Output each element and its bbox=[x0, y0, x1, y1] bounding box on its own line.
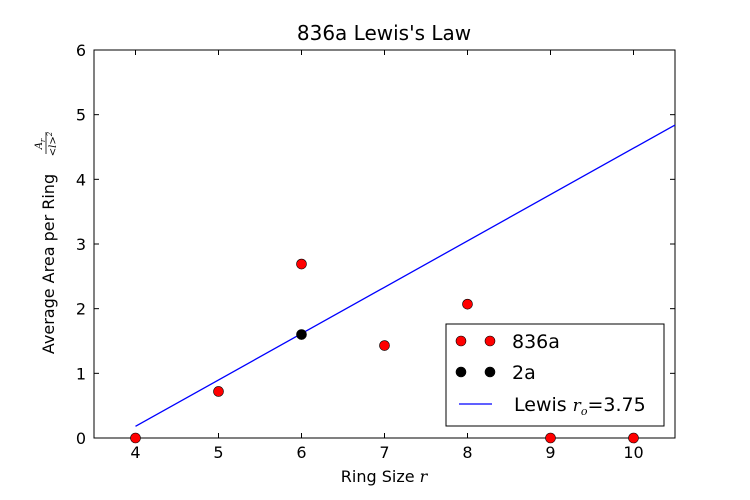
y-axis-fraction-denominator-term: <l> bbox=[48, 136, 59, 156]
legend-label-lewis-var: r bbox=[573, 396, 582, 416]
data-point-836a bbox=[213, 386, 224, 397]
y-axis-fraction-numerator: Ar bbox=[34, 138, 47, 150]
y-tick-label: 0 bbox=[76, 429, 86, 448]
data-point-836a bbox=[130, 432, 141, 444]
legend-marker-2a-left bbox=[455, 366, 467, 378]
legend-entry-lewis: Lewis ro=3.75 bbox=[459, 394, 646, 418]
y-tick-label: 6 bbox=[76, 41, 86, 60]
y-tick-label: 4 bbox=[76, 170, 86, 189]
y-axis-fraction-denominator: <l>2 bbox=[46, 131, 59, 156]
data-point-836a bbox=[462, 298, 473, 310]
y-tick-label: 2 bbox=[76, 300, 86, 319]
legend-label-lewis-name: Lewis bbox=[514, 394, 567, 416]
x-tick-label: 9 bbox=[545, 443, 555, 462]
legend-label-lewis-value: =3.75 bbox=[587, 394, 645, 416]
chart-title: 836a Lewis's Law bbox=[297, 21, 471, 45]
legend-entry-836a: 836a bbox=[455, 331, 560, 353]
legend-marker-836a-right bbox=[484, 335, 496, 347]
y-tick-label: 5 bbox=[76, 106, 86, 125]
series-line-lewis bbox=[135, 124, 676, 427]
legend-label-lewis-subscript: o bbox=[581, 405, 588, 418]
legend: 836a 2a Lewis ro=3.75 bbox=[445, 323, 665, 427]
legend-entry-2a: 2a bbox=[455, 362, 536, 384]
x-tick-label: 8 bbox=[462, 443, 472, 462]
x-tick-label: 6 bbox=[296, 443, 306, 462]
data-point-836a bbox=[296, 258, 307, 270]
x-tick-label: 7 bbox=[379, 443, 389, 462]
legend-label-lewis: Lewis ro=3.75 bbox=[514, 394, 646, 418]
data-point-2a bbox=[296, 329, 307, 340]
legend-marker-836a-left bbox=[455, 335, 467, 347]
y-axis-fraction-numerator-letter: A bbox=[34, 142, 45, 150]
x-tick-label: 4 bbox=[130, 443, 140, 462]
y-axis-fraction-numerator-subscript: r bbox=[39, 138, 47, 142]
y-axis-label-text: Average Area per Ring bbox=[39, 174, 58, 354]
legend-label-836a: 836a bbox=[512, 331, 560, 353]
data-point-836a bbox=[545, 432, 556, 444]
series-markers bbox=[130, 258, 639, 444]
x-axis-label: Ring Size r bbox=[341, 467, 429, 486]
y-axis-label: Average Area per Ring Ar <l>2 bbox=[34, 131, 59, 354]
y-tick-label: 1 bbox=[76, 364, 86, 383]
legend-marker-2a-right bbox=[484, 366, 496, 378]
y-axis-fraction-denominator-superscript: 2 bbox=[46, 131, 54, 137]
x-axis-label-text: Ring Size bbox=[341, 467, 415, 486]
x-tick-label: 10 bbox=[623, 443, 643, 462]
data-point-836a bbox=[628, 432, 639, 444]
series-lines bbox=[135, 124, 676, 427]
y-tick-label: 3 bbox=[76, 235, 86, 254]
legend-label-2a: 2a bbox=[512, 362, 536, 384]
y-axis-label-fraction: Ar <l>2 bbox=[34, 131, 59, 156]
axis-tick-labels: 4 5 6 7 8 9 10 0 1 2 3 4 5 6 bbox=[76, 41, 644, 462]
x-axis-label-var: r bbox=[420, 467, 429, 486]
legend-box bbox=[445, 323, 665, 427]
data-point-836a bbox=[379, 340, 390, 351]
x-tick-label: 5 bbox=[213, 443, 223, 462]
